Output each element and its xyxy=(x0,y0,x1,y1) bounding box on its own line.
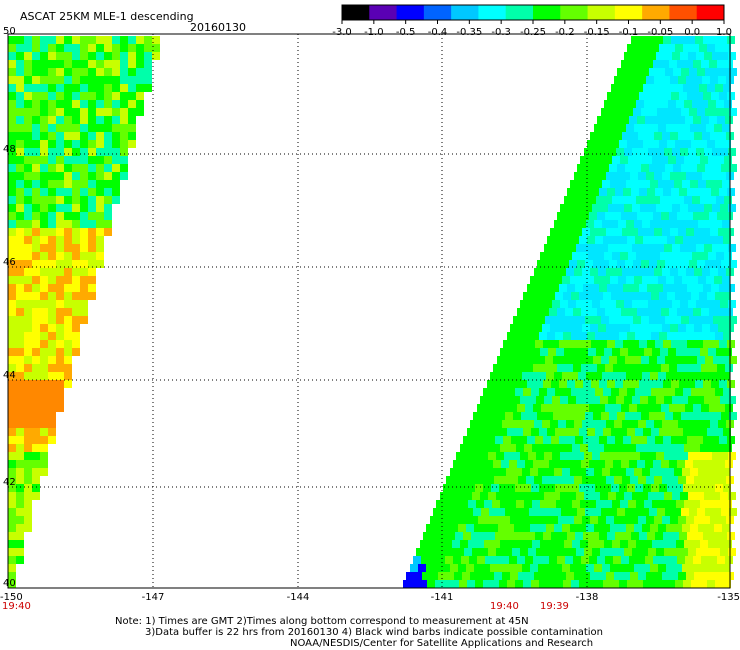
note-line-2: 3)Data buffer is 22 hrs from 20160130 4)… xyxy=(145,627,603,638)
lat-label: 46 xyxy=(3,257,16,268)
colorbar-swatch xyxy=(451,5,479,20)
colorbar-swatch xyxy=(614,5,643,20)
colorbar-tick-label: -0.25 xyxy=(520,27,546,38)
colorbar-swatch xyxy=(423,5,452,20)
lat-label: 50 xyxy=(3,26,16,37)
date-label: 20160130 xyxy=(190,21,246,34)
colorbar-swatch xyxy=(669,5,698,20)
lon-label: -138 xyxy=(576,592,599,603)
note-line-3: NOAA/NESDIS/Center for Satellite Applica… xyxy=(290,638,594,649)
colorbar-swatch xyxy=(642,5,670,20)
colorbar-swatch xyxy=(505,5,534,20)
lon-label: -147 xyxy=(142,592,165,603)
time-label: 19:40 xyxy=(490,601,519,610)
lat-label: 44 xyxy=(3,370,16,381)
colorbar-swatch xyxy=(478,5,507,20)
colorbar: -3.0 -1.0 -0.5 -0.4 -0.35 -0.3 -0.25 -0.2 -0.15-… xyxy=(332,4,732,38)
colorbar-swatch xyxy=(560,5,589,20)
colorbar-tick-label: -0.4 xyxy=(428,27,448,38)
colorbar-tick-label: -0.35 xyxy=(456,27,482,38)
lon-label: -144 xyxy=(287,592,310,603)
time-label: 19:39 xyxy=(540,601,569,610)
colorbar-swatch xyxy=(396,5,425,20)
colorbar-tick-label: -0.2 xyxy=(555,27,575,38)
lat-label: 42 xyxy=(3,477,16,488)
colorbar-swatch xyxy=(369,5,398,20)
colorbar-tick-label: -0.05 xyxy=(647,27,673,38)
colorbar-swatch xyxy=(342,5,370,20)
lon-label: -141 xyxy=(431,592,454,603)
colorbar-tick-label: -0.5 xyxy=(396,27,416,38)
note-line-1: Note: 1) Times are GMT 2)Times along bot… xyxy=(115,616,529,627)
colorbar-tick-label: -0.3 xyxy=(491,27,511,38)
colorbar-swatch xyxy=(696,5,725,20)
colorbar-tick-label: -1.0 xyxy=(364,27,384,38)
title: ASCAT 25KM MLE-1 descending xyxy=(20,10,194,23)
colorbar-swatch xyxy=(587,5,616,20)
colorbar-tick-label: -0.1 xyxy=(619,27,639,38)
map-frame xyxy=(7,33,731,589)
colorbar-tick-label: -0.15 xyxy=(584,27,610,38)
colorbar-tick-label: 1.0 xyxy=(716,27,732,38)
lat-label: 48 xyxy=(3,144,16,155)
swath-map: 50 48 46 44 42 40 -150 -147 -144 -141 -138 -135 19… xyxy=(0,26,740,610)
colorbar-swatch xyxy=(533,5,561,20)
lat-label: 40 xyxy=(3,578,16,589)
lon-label: -150 xyxy=(0,592,23,603)
time-label: 19:40 xyxy=(2,601,31,610)
lon-label: -135 xyxy=(717,592,740,603)
colorbar-tick-label: -3.0 xyxy=(332,27,352,38)
colorbar-tick-label: 0.0 xyxy=(684,27,700,38)
